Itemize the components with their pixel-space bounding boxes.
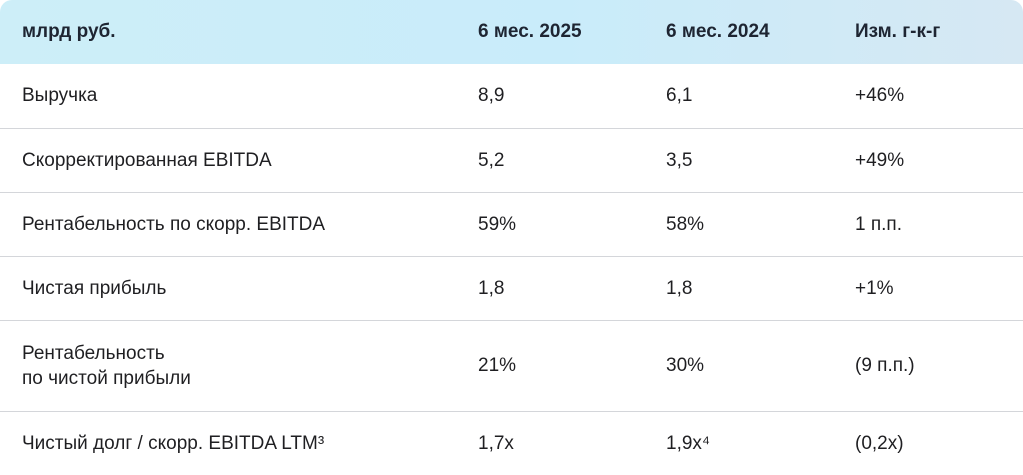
table-row: Выручка 8,9 6,1 +46% — [0, 64, 1023, 129]
row-value-2025: 5,2 — [478, 149, 505, 171]
row-change: +49% — [855, 149, 905, 171]
row-label-line2: по чистой прибыли — [22, 368, 191, 389]
row-value-2025: 1,8 — [478, 277, 505, 299]
row-value-2024: 6,1 — [666, 85, 693, 106]
row-value-2024: 1,8 — [666, 277, 693, 299]
header-2024: 6 мес. 2024 — [666, 21, 770, 42]
table-row: Рентабельность по скорр. EBITDA 59% 58% … — [0, 193, 1023, 257]
table-header: млрд руб. 6 мес. 2025 6 мес. 2024 Изм. г… — [0, 0, 1023, 64]
row-label-line1: Рентабельность — [22, 343, 165, 364]
header-2025: 6 мес. 2025 — [478, 21, 582, 42]
row-change: (0,2x) — [855, 432, 904, 454]
row-value-2025: 8,9 — [478, 85, 505, 106]
row-change: 1 п.п. — [855, 213, 902, 235]
row-value-2024: 1,9x⁴ — [666, 432, 711, 454]
row-label: Рентабельность по скорр. EBITDA — [22, 213, 326, 235]
table-row: Скорректированная EBITDA 5,2 3,5 +49% — [0, 129, 1023, 193]
row-value-2024: 30% — [666, 355, 705, 376]
row-label: Чистый долг / скорр. EBITDA LTM³ — [22, 432, 325, 454]
row-label: Рентабельность по чистой прибыли — [22, 321, 191, 411]
row-label: Чистая прибыль — [22, 277, 167, 299]
row-change: +46% — [855, 85, 905, 106]
header-change: Изм. г-к-г — [855, 21, 941, 42]
row-change: +1% — [855, 277, 894, 299]
row-value-2024: 3,5 — [666, 149, 693, 171]
row-value-2024: 58% — [666, 213, 705, 235]
row-value-2025: 59% — [478, 213, 517, 235]
table-row: Чистый долг / скорр. EBITDA LTM³ 1,7x 1,… — [0, 412, 1023, 475]
row-value-2025: 1,7x — [478, 432, 514, 454]
row-value-2025: 21% — [478, 355, 517, 376]
row-change: (9 п.п.) — [855, 355, 915, 376]
table-row: Чистая прибыль 1,8 1,8 +1% — [0, 257, 1023, 321]
table-row: Рентабельность по чистой прибыли 21% 30%… — [0, 321, 1023, 412]
row-label: Выручка — [22, 85, 98, 106]
row-label: Скорректированная EBITDA — [22, 149, 272, 171]
header-units: млрд руб. — [22, 21, 116, 42]
